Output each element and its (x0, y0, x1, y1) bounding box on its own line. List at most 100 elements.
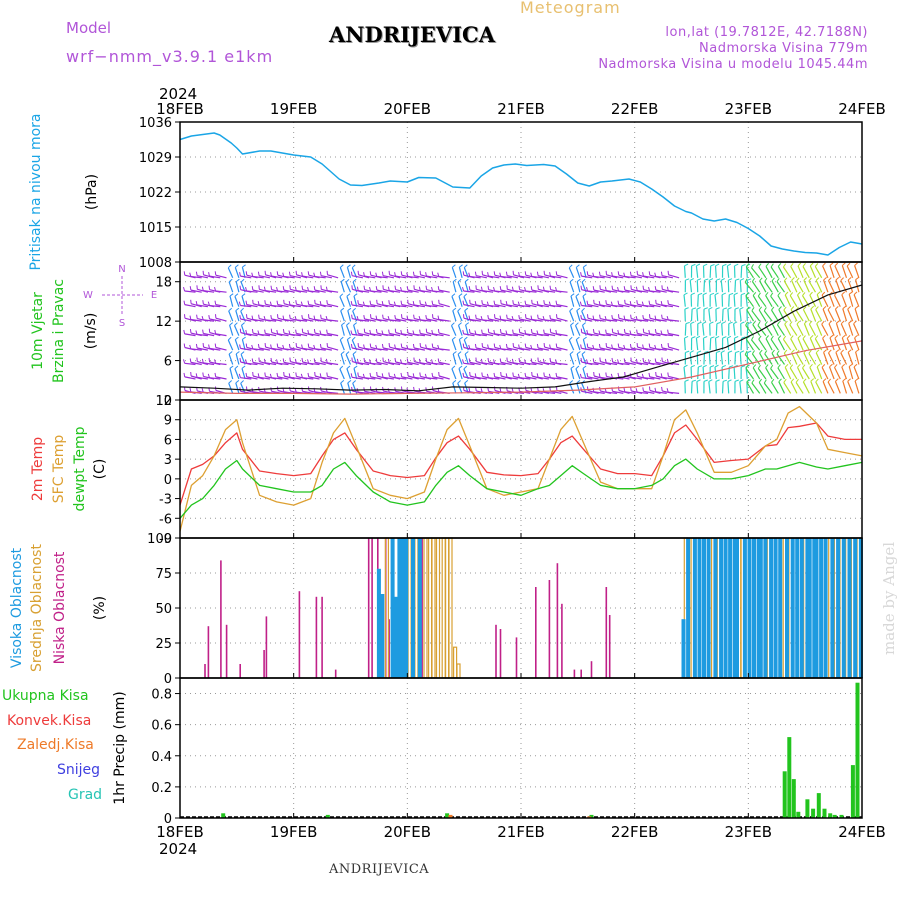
wind-barb (847, 352, 854, 365)
wind-barb (770, 309, 779, 322)
wind-barb-tick (727, 335, 732, 339)
wind-barb-tick (765, 262, 769, 267)
wind-barb (841, 366, 848, 380)
wind-barb-tick (751, 277, 756, 282)
wind-barb (612, 332, 624, 337)
wind-barb (308, 333, 320, 337)
wind-barb-tick (828, 320, 833, 324)
wind-barb-tick (289, 314, 291, 319)
wind-barb-tick (413, 314, 415, 319)
wind-barb-tick (722, 307, 728, 310)
wind-barb (258, 376, 270, 380)
wind-barb (643, 304, 655, 308)
wind-barb-tick (452, 278, 457, 283)
wind-barb-tick (604, 358, 607, 363)
wind-barb-tick (829, 363, 833, 368)
wind-barb (827, 309, 835, 322)
wind-barb-tick (570, 322, 575, 326)
wind-barb-tick (741, 292, 746, 296)
wind-barb (290, 361, 302, 366)
wind-barb (438, 375, 450, 380)
wind-barb (757, 368, 767, 380)
wind-barb-tick (339, 293, 344, 297)
wind-barb-tick (240, 351, 245, 355)
wind-barb (821, 367, 829, 380)
wind-barb-tick (823, 349, 827, 353)
wind-barb (683, 294, 686, 307)
year-label-top: 2024 (159, 85, 197, 103)
wind-barb (283, 318, 295, 322)
wind-barb (809, 337, 817, 351)
wind-barb-tick (239, 315, 241, 320)
ytick-label: 0 (164, 473, 172, 488)
wind-barb-tick (307, 329, 310, 335)
wind-barb (770, 266, 779, 279)
wind-barb-tick (452, 307, 457, 311)
wind-barb-tick (828, 349, 832, 354)
wind-barb (475, 347, 488, 351)
wind-barb-tick (757, 292, 761, 297)
wind-barb-tick (474, 271, 477, 276)
wind-barb-tick (683, 364, 688, 368)
wind-barb (570, 368, 575, 380)
wind-barb-tick (599, 314, 601, 319)
precip-legend-item: Ukupna Kisa (2, 688, 89, 704)
wind-barb-tick (689, 278, 694, 281)
wind-barb-tick (294, 315, 297, 321)
wind-barb-tick (201, 286, 204, 291)
wind-barb (537, 376, 549, 380)
wind-barb-tick (777, 335, 782, 339)
wind-barb-tick (202, 329, 204, 334)
wind-barb (235, 281, 240, 293)
wind-barb-tick (352, 278, 357, 283)
wind-barb-tick (208, 272, 210, 277)
wind-barb (469, 318, 481, 322)
wind-barb-tick (499, 286, 502, 291)
wind-barb (452, 382, 457, 394)
wind-barb (745, 324, 754, 336)
wind-barb-tick (635, 315, 638, 321)
wind-barb-tick (499, 344, 502, 349)
cloud-bar-high (732, 538, 737, 678)
wind-barb (190, 303, 202, 308)
wind-barb-tick (623, 315, 626, 320)
wind-barb-tick (580, 285, 583, 290)
high-cloud-ylabel: Visoka Oblacnost (9, 547, 25, 668)
wind-barb-tick (517, 373, 520, 378)
wind-barb (506, 304, 518, 308)
wind-barb-tick (350, 300, 353, 306)
wind-barb-tick (463, 264, 468, 268)
ytick-label: 0 (164, 812, 172, 827)
wind-barb (451, 339, 457, 351)
wind-barb (643, 332, 655, 337)
wind-barb-tick (847, 349, 852, 353)
wind-barb (519, 318, 531, 322)
wind-barb-tick (228, 380, 233, 384)
wind-barb (770, 338, 779, 351)
wind-barb (795, 382, 804, 394)
wind-barb (751, 382, 761, 394)
wind-barb-tick (214, 359, 217, 364)
wind-barb-tick (451, 336, 456, 340)
wind-barb (438, 318, 450, 322)
wind-barb (513, 319, 525, 322)
wind-barb (469, 275, 481, 279)
wind-barb-tick (576, 380, 581, 384)
wind-barb-tick (715, 335, 720, 339)
wind-barb-tick (363, 315, 365, 320)
wind-barb (197, 288, 209, 293)
wind-barb-tick (183, 329, 186, 335)
wind-barb (364, 304, 376, 308)
wind-barb-tick (464, 351, 469, 355)
wind-barb (734, 280, 737, 293)
wind-barb-tick (201, 388, 204, 393)
wind-barb-tick (524, 300, 527, 305)
wind-barb (382, 333, 394, 337)
wind-barb-tick (696, 379, 701, 382)
wind-barb-tick (791, 349, 795, 353)
wind-barb (308, 376, 320, 380)
wind-barb-tick (782, 335, 787, 340)
wind-barb-tick (703, 336, 708, 339)
wind-barb (414, 288, 426, 293)
wind-barb-tick (842, 378, 847, 382)
